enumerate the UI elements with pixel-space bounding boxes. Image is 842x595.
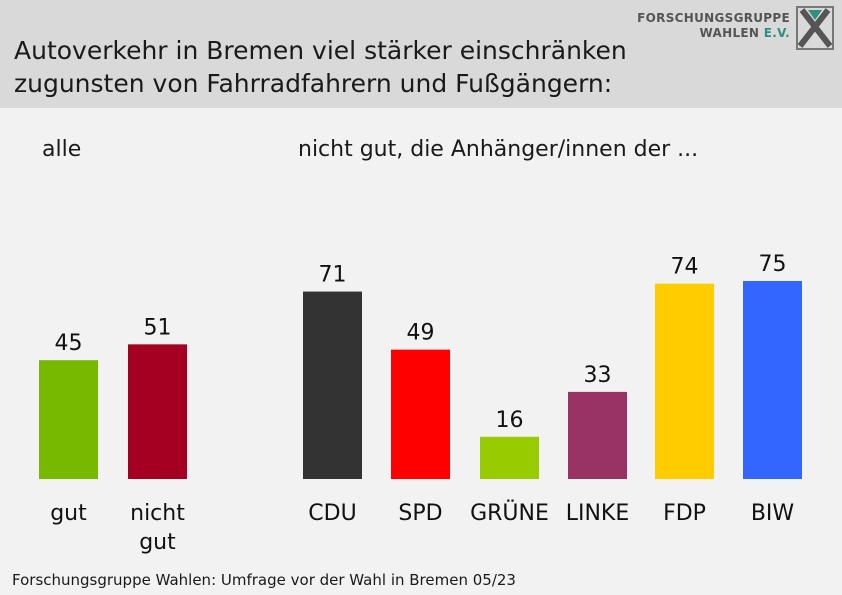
category-label-all-nicht-gut: nicht gut: [130, 501, 185, 555]
bar-all-nicht-gut: [128, 344, 187, 479]
bar-party-cdu: [303, 291, 362, 479]
header-band: [0, 0, 842, 108]
category-label-party-linke: LINKE: [566, 501, 630, 526]
source-footer: Forschungsgruppe Wahlen: Umfrage vor der…: [12, 571, 516, 589]
bar-party-linke: [568, 391, 627, 479]
section-label-parties: nicht gut, die Anhänger/innen der ...: [298, 137, 699, 162]
category-label-party-spd: SPD: [398, 501, 442, 526]
category-label-party-biw: BIW: [751, 501, 795, 526]
value-label-party-fdp: 74: [671, 255, 699, 280]
value-label-party-grüne: 16: [496, 408, 524, 433]
logo-text: FORSCHUNGSGRUPPE WAHLEN E.V.: [637, 11, 790, 41]
category-label-party-cdu: CDU: [308, 501, 356, 526]
category-label-party-fdp: FDP: [663, 501, 706, 526]
bar-party-biw: [743, 281, 802, 479]
logo-line-2-main: WAHLEN: [699, 26, 760, 40]
chart-title-line-2: zugunsten von Fahrradfahrern und Fußgäng…: [14, 69, 613, 98]
bar-party-fdp: [655, 283, 714, 479]
category-label-all-gut: gut: [50, 501, 87, 526]
value-label-party-biw: 75: [759, 252, 787, 277]
logo-line-2: WAHLEN E.V.: [637, 26, 790, 41]
value-label-party-spd: 49: [407, 321, 435, 346]
chart-title: Autoverkehr in Bremen viel stärker einsc…: [14, 34, 627, 100]
bar-party-grüne: [480, 436, 539, 479]
section-label-all: alle: [42, 137, 82, 162]
logo-line-1: FORSCHUNGSGRUPPE: [637, 11, 790, 25]
chart-title-line-1: Autoverkehr in Bremen viel stärker einsc…: [14, 36, 627, 65]
value-label-party-cdu: 71: [319, 263, 347, 288]
value-label-party-linke: 33: [584, 363, 612, 388]
value-label-all-gut: 45: [55, 331, 83, 356]
logo-line-2-suffix: E.V.: [763, 26, 790, 40]
category-label-party-grüne: GRÜNE: [470, 500, 549, 526]
value-label-all-nicht-gut: 51: [144, 315, 172, 340]
fgw-logo: FORSCHUNGSGRUPPE WAHLEN E.V.: [637, 6, 834, 54]
bar-party-spd: [391, 349, 450, 479]
bar-all-gut: [39, 360, 98, 479]
logo-mark-icon: [796, 6, 834, 50]
